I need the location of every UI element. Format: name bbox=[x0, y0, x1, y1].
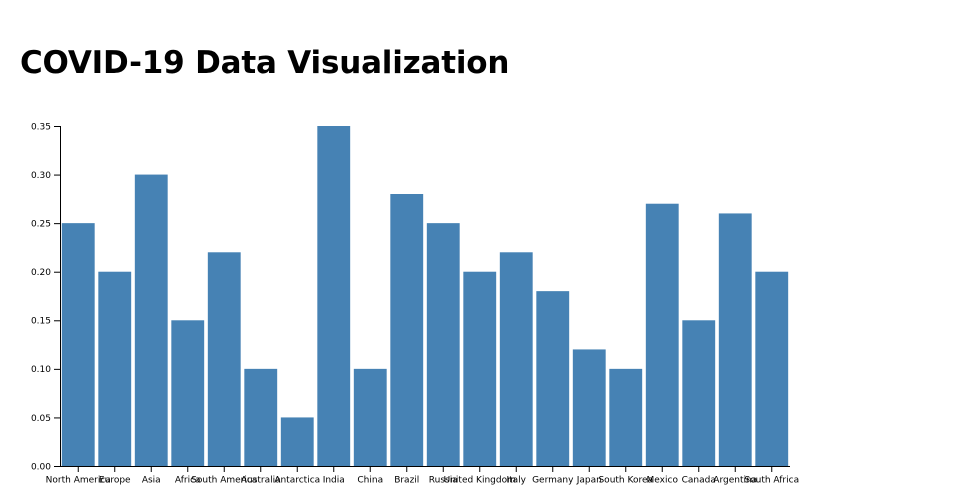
bar-japan bbox=[572, 349, 606, 466]
bar-south-korea bbox=[609, 368, 643, 466]
x-tick-label: Brazil bbox=[394, 475, 419, 485]
y-tick-label: 0.05 bbox=[31, 414, 51, 424]
y-tick-label: 0.15 bbox=[31, 317, 51, 327]
bar-mexico bbox=[645, 203, 679, 466]
x-tick-label: Germany bbox=[532, 475, 574, 485]
x-tick-label: Europe bbox=[99, 475, 131, 485]
y-tick-label: 0.30 bbox=[31, 171, 51, 181]
x-tick-label: United Kingdom bbox=[444, 475, 516, 485]
bar-india bbox=[317, 126, 351, 466]
x-tick-label: Asia bbox=[142, 475, 161, 485]
x-tick-label: South America bbox=[191, 475, 257, 485]
y-tick-label: 0.25 bbox=[31, 220, 51, 230]
bar-south-america bbox=[207, 252, 241, 466]
y-tick-label: 0.10 bbox=[31, 365, 51, 375]
bar-italy bbox=[499, 252, 533, 466]
y-tick-label: 0.00 bbox=[31, 462, 51, 472]
bar-south-africa bbox=[755, 271, 789, 466]
x-tick-label: Italy bbox=[506, 475, 526, 485]
x-tick-label: North America bbox=[46, 475, 111, 485]
bar-australia bbox=[244, 368, 278, 466]
x-tick-label: Argentina bbox=[713, 475, 757, 485]
bars bbox=[61, 126, 789, 467]
y-axis-line bbox=[54, 126, 61, 467]
bar-canada bbox=[682, 320, 716, 466]
x-tick-label: Africa bbox=[175, 475, 201, 485]
y-tick-label: 0.35 bbox=[31, 122, 51, 132]
x-tick-label: Japan bbox=[576, 475, 602, 485]
page-title: COVID-19 Data Visualization bbox=[20, 45, 510, 81]
bar-argentina bbox=[718, 213, 752, 466]
bar-russia bbox=[426, 223, 460, 466]
bar-brazil bbox=[390, 194, 424, 466]
x-tick-label: Australia bbox=[241, 475, 281, 485]
y-tick-label: 0.20 bbox=[31, 268, 51, 278]
x-tick-label: South Africa bbox=[744, 475, 799, 485]
x-tick-label: Antarctica bbox=[274, 475, 320, 485]
bar-asia bbox=[134, 174, 168, 467]
bar-north-america bbox=[61, 223, 95, 466]
bar-china bbox=[353, 368, 387, 466]
bar-germany bbox=[536, 291, 570, 466]
x-tick-label: Canada bbox=[682, 475, 716, 485]
bar-europe bbox=[98, 271, 132, 466]
x-tick-label: Russia bbox=[429, 475, 458, 485]
x-tick-label: India bbox=[323, 475, 345, 485]
x-tick-label: South Korea bbox=[598, 475, 653, 485]
x-tick-label: China bbox=[357, 475, 383, 485]
y-axis: 0.00 0.05 0.10 0.15 0.20 0.25 0.30 0.35 bbox=[31, 122, 61, 472]
bar-antarctica bbox=[280, 417, 314, 466]
x-tick-label: Mexico bbox=[647, 475, 679, 485]
bar-africa bbox=[171, 320, 205, 466]
bar-united-kingdom bbox=[463, 271, 497, 466]
